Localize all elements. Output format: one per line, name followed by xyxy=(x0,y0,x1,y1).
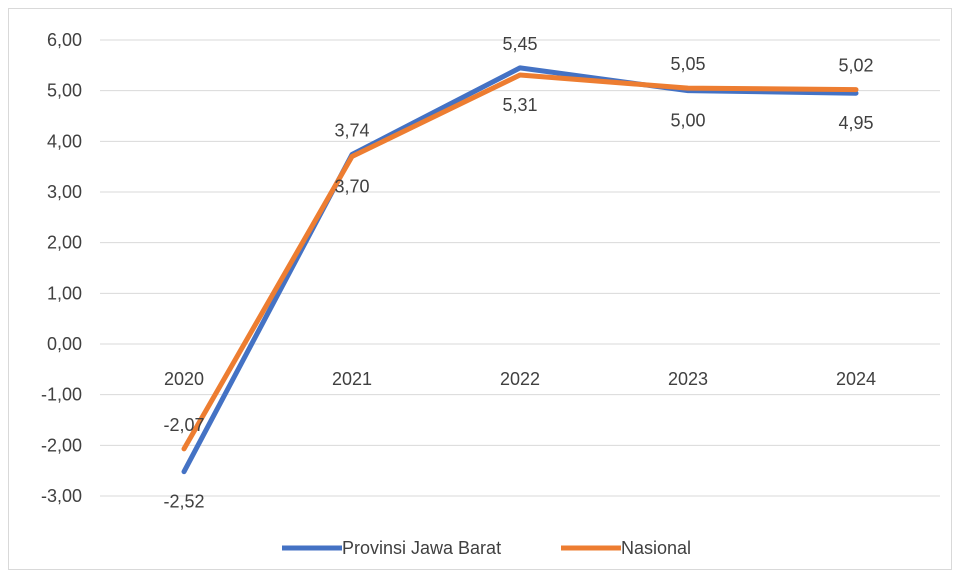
y-tick-label: 1,00 xyxy=(47,283,82,303)
x-category-label: 2021 xyxy=(332,369,372,389)
data-label-nasional: 5,05 xyxy=(670,54,705,74)
legend: Provinsi Jawa Barat Nasional xyxy=(282,538,691,558)
data-label-provinsi-jawa-barat: -2,52 xyxy=(163,492,204,512)
series-line-provinsi-jawa-barat xyxy=(181,65,859,475)
y-axis-tick-labels: -3,00 -2,00 -1,00 0,00 1,00 2,00 3,00 4,00 5,00 6… xyxy=(41,30,82,506)
data-label-nasional: 5,02 xyxy=(838,56,873,76)
x-category-label: 2022 xyxy=(500,369,540,389)
y-tick-label: -3,00 xyxy=(41,486,82,506)
data-label-provinsi-jawa-barat: 5,45 xyxy=(502,34,537,54)
data-label-provinsi-jawa-barat: 5,00 xyxy=(670,111,705,131)
y-tick-label: 2,00 xyxy=(47,233,82,253)
x-axis-category-labels: 2020 2021 2022 2023 2024 xyxy=(164,369,876,389)
y-tick-label: -2,00 xyxy=(41,435,82,455)
chart-frame xyxy=(8,8,952,570)
series-line-nasional xyxy=(181,72,859,452)
x-category-label: 2023 xyxy=(668,369,708,389)
data-label-nasional: 3,70 xyxy=(334,177,369,197)
data-labels: -2,07 -2,52 3,74 3,70 5,45 5,31 5,05 5,00 5,02 4,… xyxy=(163,34,873,512)
y-tick-label: 4,00 xyxy=(47,131,82,151)
x-category-label: 2020 xyxy=(164,369,204,389)
y-tick-label: 0,00 xyxy=(47,334,82,354)
legend-label-nasional: Nasional xyxy=(621,538,691,558)
data-label-provinsi-jawa-barat: 4,95 xyxy=(838,113,873,133)
gridlines xyxy=(100,39,940,497)
data-label-nasional: -2,07 xyxy=(163,415,204,435)
series-lines xyxy=(181,65,859,475)
y-tick-label: 6,00 xyxy=(47,30,82,50)
legend-label-provinsi-jawa-barat: Provinsi Jawa Barat xyxy=(342,538,501,558)
data-label-nasional: 5,31 xyxy=(502,95,537,115)
data-label-provinsi-jawa-barat: 3,74 xyxy=(334,121,369,141)
y-tick-label: 5,00 xyxy=(47,81,82,101)
y-tick-label: -1,00 xyxy=(41,385,82,405)
y-tick-label: 3,00 xyxy=(47,182,82,202)
x-category-label: 2024 xyxy=(836,369,876,389)
